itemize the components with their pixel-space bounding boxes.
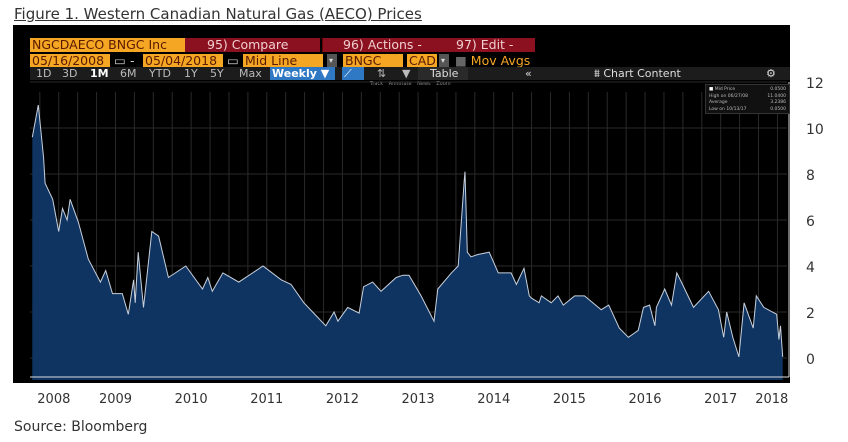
legend-value: 3.2386 (770, 100, 786, 105)
y-tick-label: 4 (806, 260, 815, 276)
price-area (32, 105, 783, 380)
y-tick-label: 10 (806, 122, 824, 138)
chart-icon: ⩩ (594, 67, 600, 80)
legend-label: ■ Mid Price (709, 87, 736, 92)
collapse-button[interactable]: « (525, 67, 532, 80)
x-tick-label: 2016 (628, 392, 661, 407)
date-separator: - (130, 53, 135, 68)
source-note: Source: Bloomberg (14, 419, 148, 435)
chart-content-button[interactable]: ⩩ Chart Content (592, 67, 683, 80)
period-5y[interactable]: 5Y (210, 67, 224, 80)
y-tick-label: 0 (806, 352, 815, 368)
line-type-select[interactable]: Mid Line (243, 54, 323, 68)
ticker-field[interactable]: NGCDAECO BNGC Inc (30, 38, 185, 52)
compare-button[interactable]: 95) Compare (185, 38, 320, 52)
x-tick-label: 2018 (755, 392, 788, 407)
legend-value: 0.0500 (770, 87, 786, 92)
chart-type-icon[interactable]: ⟋ (342, 67, 364, 80)
end-date-input[interactable]: 05/04/2018 (143, 54, 223, 68)
legend-entry: High on 06/27/08 11.0400 (709, 94, 786, 101)
period-1y[interactable]: 1Y (184, 67, 198, 80)
calendar-icon[interactable]: ▭ (114, 53, 126, 68)
period-1m[interactable]: 1M (90, 67, 109, 80)
figure-title: Figure 1. Western Canadian Natural Gas (… (14, 5, 422, 23)
period-6m[interactable]: 6M (120, 67, 137, 80)
chart-legend: ■ Mid Price 0.0500 High on 06/27/08 11.040… (705, 84, 790, 114)
checkbox-icon: ■ (455, 53, 467, 68)
period-max[interactable]: Max (239, 67, 262, 80)
period-ytd[interactable]: YTD (149, 67, 171, 80)
source-select[interactable]: BNGC (343, 54, 403, 68)
table-button[interactable]: Table (418, 67, 468, 80)
legend-label: Average (709, 100, 728, 105)
start-date-input[interactable]: 05/16/2008 (30, 54, 110, 68)
toolbar-row-2: 05/16/2008 ▭ - 05/04/2018 ▭ Mid Line ▾ B… (30, 53, 532, 68)
legend-entry: Average 3.2386 (709, 100, 786, 107)
x-tick-label: 2011 (250, 392, 283, 407)
calendar-icon[interactable]: ▭ (227, 53, 239, 68)
annotation-tools[interactable]: Track Annotate News Zoom (370, 81, 451, 87)
chart-content-label: Chart Content (603, 67, 681, 80)
x-tick-label: 2017 (704, 392, 737, 407)
legend-entry: ■ Mid Price 0.0500 (709, 87, 786, 94)
legend-label: Low on 10/13/17 (709, 106, 747, 112)
period-1d[interactable]: 1D (36, 67, 52, 80)
legend-label: High on 06/27/08 (709, 93, 749, 99)
x-tick-label: 2015 (553, 392, 586, 407)
chevron-down-icon[interactable]: ▾ (439, 54, 449, 67)
x-tick-label: 2014 (477, 392, 510, 407)
price-line (31, 104, 784, 358)
gear-icon[interactable]: ⚙ (766, 67, 776, 80)
mov-avgs-label: Mov Avgs (470, 53, 531, 68)
x-tick-label: 2010 (175, 392, 208, 407)
x-tick-label: 2009 (99, 392, 132, 407)
x-tick-label: 2013 (402, 392, 435, 407)
y-tick-label: 8 (806, 168, 815, 184)
toolbar-row-3: 1D 3D 1M 6M YTD 1Y 5Y Max Weekly ▼ ⟋ ⇅ ▼… (30, 67, 790, 80)
legend-entry: Low on 10/13/17 0.0500 (709, 107, 786, 114)
mov-avgs-toggle[interactable]: ■ Mov Avgs (453, 53, 532, 68)
x-tick-label: 2012 (326, 392, 359, 407)
chevron-down-icon[interactable]: ▾ (327, 54, 337, 67)
dropdown-icon[interactable]: ▼ (402, 67, 411, 80)
period-3d[interactable]: 3D (62, 67, 78, 80)
legend-value: 11.0400 (767, 93, 786, 99)
x-tick-label: 2008 (37, 392, 70, 407)
frequency-select[interactable]: Weekly ▼ (270, 67, 335, 80)
y-tick-label: 12 (806, 76, 824, 92)
edit-button[interactable]: 97) Edit - (440, 38, 535, 52)
legend-value: 0.0500 (770, 106, 786, 112)
actions-label: 96) Actions (343, 37, 414, 52)
toolbar-row-1: NGCDAECO BNGC Inc 95) Compare 96) Action… (30, 38, 535, 52)
settings-toggle-icon[interactable]: ⇅ (377, 67, 387, 80)
actions-dash: - (417, 37, 422, 52)
actions-button[interactable]: 96) Actions - (322, 38, 440, 52)
y-tick-label: 2 (806, 306, 815, 322)
y-tick-label: 6 (806, 214, 815, 230)
currency-select[interactable]: CAD (407, 53, 437, 68)
